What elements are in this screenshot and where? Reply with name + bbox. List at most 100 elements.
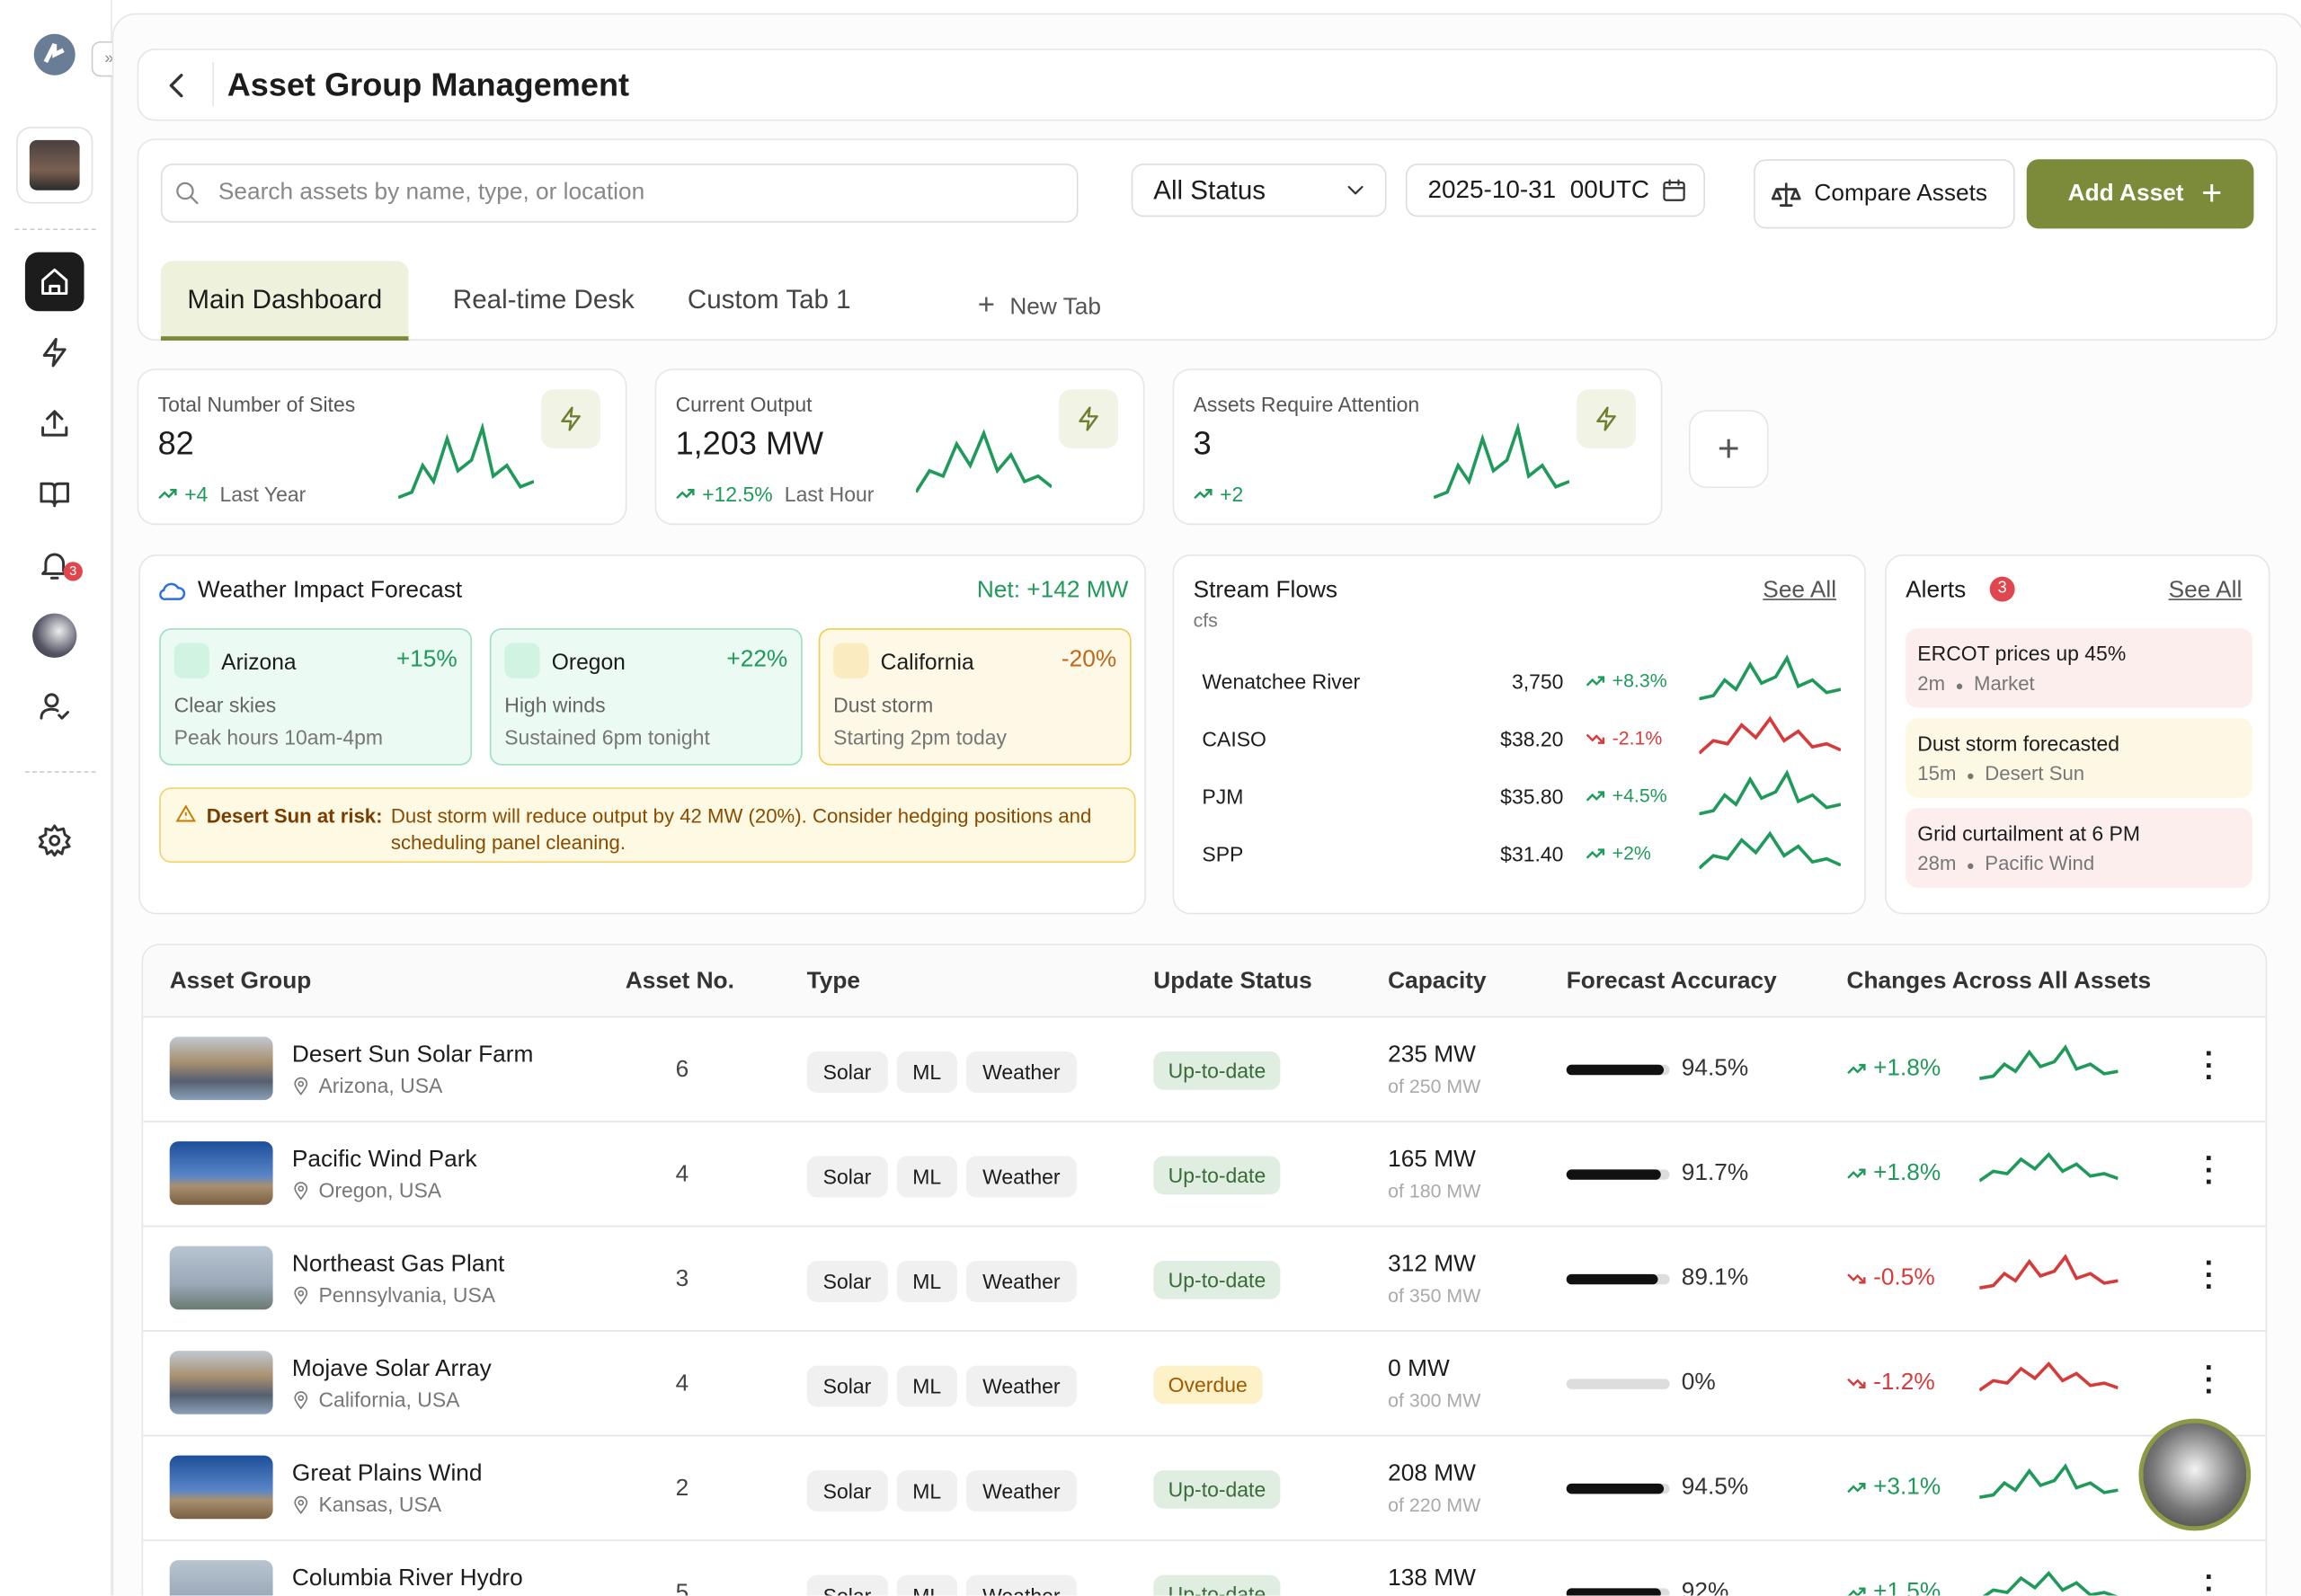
divider [14, 228, 96, 230]
kpi-value: 82 [157, 424, 194, 462]
accuracy-label: 92% [1681, 1579, 1729, 1596]
weather-title-text: Weather Impact Forecast [197, 578, 463, 604]
alert-item[interactable]: ERCOT prices up 45% 2m ● Market [1906, 628, 2252, 708]
weather-net: Net: +142 MW [976, 578, 1129, 604]
alert-meta: 2m ● Market [1917, 672, 2035, 695]
nav-profile[interactable] [32, 613, 77, 658]
compare-button[interactable]: Compare Assets [1754, 159, 2015, 229]
back-button[interactable] [159, 67, 194, 102]
type-tag: Solar [806, 1365, 888, 1407]
alert-title: Dust storm forecasted [1917, 731, 2120, 756]
asset-count: 4 [675, 1162, 689, 1188]
stream-unit: cfs [1193, 608, 1218, 632]
search-input[interactable]: Search assets by name, type, or location [160, 164, 1079, 223]
forecast-card: Oregon +22% High winds Sustained 6pm tonigh… [489, 628, 803, 766]
asset-location: California, USA [292, 1388, 460, 1411]
nav-alerts[interactable] [37, 547, 72, 582]
change-sparkline [1979, 1566, 2118, 1596]
accuracy-bar [1566, 1273, 1659, 1285]
nav-home[interactable] [24, 252, 84, 312]
change-sparkline [1979, 1252, 2118, 1290]
change: -1.2% [1847, 1370, 1935, 1396]
add-kpi-button[interactable]: + [1688, 410, 1769, 489]
status-pill: Up-to-date [1153, 1051, 1281, 1090]
change-sparkline [1979, 1461, 2118, 1500]
toolbar: Search assets by name, type, or location… [137, 138, 2278, 341]
nav-users[interactable] [37, 688, 72, 723]
nav-docs[interactable] [37, 476, 72, 511]
row-menu[interactable]: ··· [2204, 1038, 2215, 1095]
column-header: Asset No. [625, 969, 734, 995]
row-menu[interactable]: ··· [2204, 1142, 2215, 1200]
stream-trend [1699, 709, 1841, 759]
asset-trend [1979, 1461, 2118, 1500]
change-value: +3.1% [1873, 1475, 1941, 1500]
assistant-avatar[interactable] [2138, 1418, 2252, 1531]
asset-thumbnail [169, 1455, 273, 1520]
kpi-change: +12.5% Last Hour [676, 483, 874, 506]
change-value: +1.8% [1873, 1055, 1941, 1081]
asset-location: Kansas, USA [292, 1493, 441, 1516]
alert-item[interactable]: Grid curtailment at 6 PM 28m ● Pacific Wind [1906, 808, 2252, 888]
table-row: Great Plains Wind Kansas, USA 2 Solar ML Weat… [143, 1435, 2266, 1541]
alert-title: Grid curtailment at 6 PM [1917, 821, 2140, 846]
stream-sparkline [1699, 709, 1841, 759]
see-all-link[interactable]: See All [2168, 578, 2243, 604]
kpi-label: Assets Require Attention [1193, 392, 1420, 416]
location-text: Arizona, USA [318, 1073, 443, 1097]
compare-label: Compare Assets [1814, 181, 1988, 206]
row-menu[interactable]: ··· [2204, 1352, 2215, 1409]
status-value: All Status [1153, 174, 1266, 205]
alerts-count: 3 [1989, 576, 2015, 602]
type-tag: ML [896, 1261, 958, 1303]
forecast-condition: Clear skies [173, 693, 277, 717]
page-title: Asset Group Management [227, 66, 630, 103]
tab[interactable]: Real-time Desk [452, 284, 635, 315]
table-row: Pacific Wind Park Oregon, USA 4 Solar ML Weat… [143, 1121, 2266, 1228]
kpi-sparkline [1434, 417, 1569, 502]
stream-name: PJM [1202, 785, 1244, 809]
kpi-sparkline [398, 417, 534, 502]
nav-settings[interactable] [37, 823, 72, 858]
asset-table: Asset Group Asset No. Type Update Status Cap… [141, 944, 2268, 1596]
search-placeholder: Search assets by name, type, or location [218, 180, 645, 206]
nav-energy[interactable] [37, 335, 72, 370]
alert-item[interactable]: Dust storm forecasted 15m ● Desert Sun [1906, 718, 2252, 798]
status-select[interactable]: All Status [1131, 164, 1387, 217]
add-asset-button[interactable]: Add Asset + [2026, 159, 2254, 229]
see-all-link[interactable]: See All [1763, 578, 1837, 604]
stream-title: Stream Flows [1193, 578, 1338, 604]
alerts-card: Alerts 3 See All ERCOT prices up 45% 2m ● Mark… [1885, 554, 2270, 915]
status-pill: Up-to-date [1153, 1574, 1281, 1596]
asset-trend [1979, 1566, 2118, 1596]
nav-upload[interactable] [37, 405, 72, 440]
column-header: Forecast Accuracy [1566, 969, 1777, 995]
alert-source: Pacific Wind [1985, 852, 2095, 875]
column-header: Asset Group [169, 969, 312, 995]
date-value: 2025-10-31 00UTC [1427, 175, 1650, 204]
alert-source: Desert Sun [1985, 762, 2085, 785]
stream-value: 3,750 [1511, 669, 1564, 694]
change: +1.8% [1847, 1056, 1941, 1083]
row-menu[interactable]: ··· [2204, 1561, 2215, 1596]
tab[interactable]: Custom Tab 1 [687, 284, 851, 315]
new-tab[interactable]: + New Tab [977, 288, 1102, 322]
forecast-icon [833, 643, 869, 678]
stream-change-value: +8.3% [1612, 669, 1667, 692]
accuracy-track [1566, 1064, 1670, 1076]
row-menu[interactable]: ··· [2204, 1247, 2215, 1304]
column-header: Update Status [1153, 969, 1312, 995]
forecast-detail: Peak hours 10am-4pm [173, 725, 384, 749]
tab[interactable]: Main Dashboard [160, 261, 409, 341]
change-value: +1.5% [1873, 1579, 1941, 1596]
location-text: Pennsylvania, USA [318, 1282, 496, 1307]
forecast-icon [504, 643, 540, 678]
kpi-icon [541, 389, 600, 448]
date-picker[interactable]: 2025-10-31 00UTC [1405, 164, 1705, 217]
accuracy-track [1566, 1379, 1670, 1389]
stream-trend [1699, 824, 1841, 874]
user-avatar[interactable] [16, 127, 93, 204]
type-tag: ML [896, 1470, 958, 1512]
change-value: -1.2% [1873, 1370, 1935, 1396]
